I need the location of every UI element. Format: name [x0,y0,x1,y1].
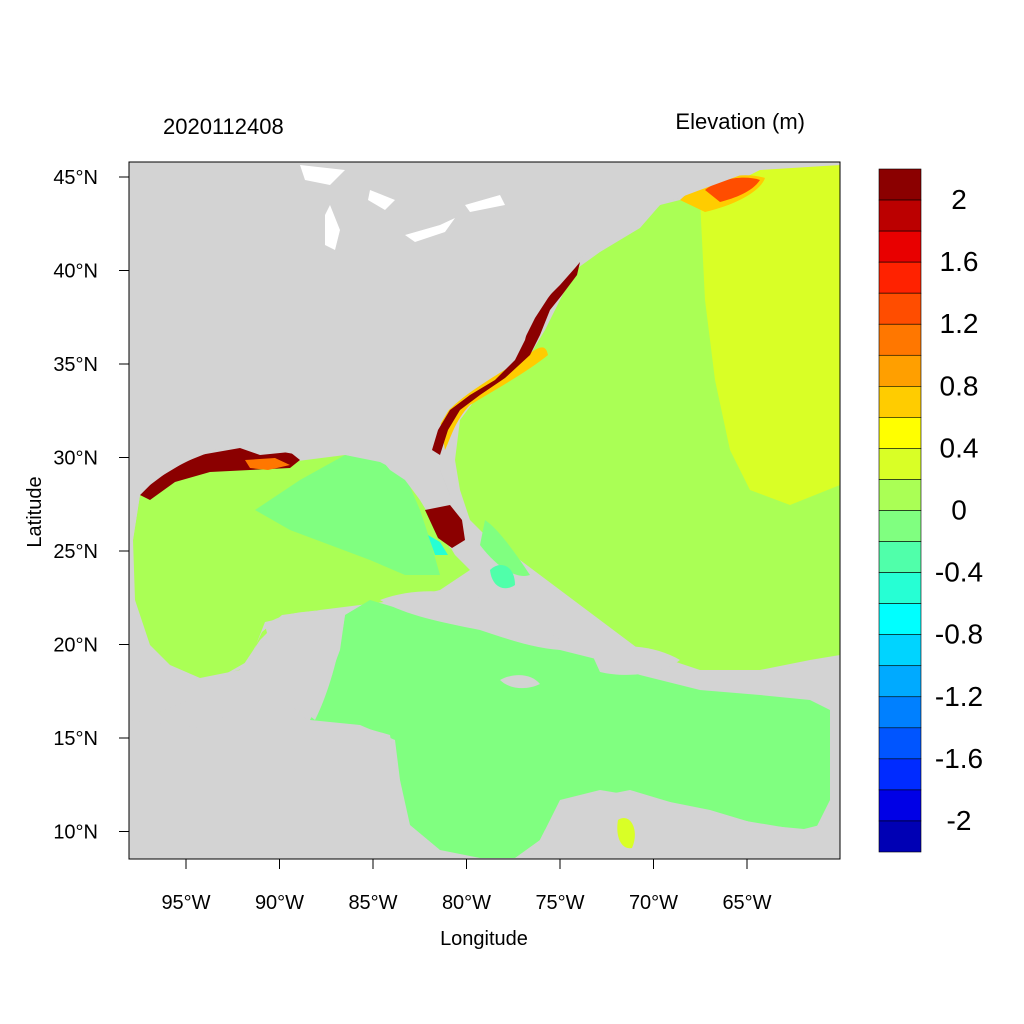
colorbar-swatch [878,230,922,263]
x-tick-label: 75°W [535,892,584,914]
x-tick-label: 80°W [442,892,491,914]
colorbar-swatch [878,168,922,201]
colorbar-label: -0.8 [935,619,983,650]
atlantic-coast-inundation [432,262,580,455]
great-lakes [300,165,505,250]
plot-frame [128,161,841,860]
colorbar-label: -1.6 [935,743,983,774]
colorbar-swatch [878,727,922,760]
colorbar-swatch [878,448,922,480]
colorbar-swatch [878,665,922,698]
colorbar-label: -1.2 [935,681,983,712]
cuba-island [380,591,575,651]
offshore-east-region [700,165,840,505]
y-axis-label: Latitude [24,476,46,547]
mid-atlantic-coastal-band [440,347,548,450]
colorbar-swatch [878,696,922,729]
y-tick-label: 20°N [53,635,98,657]
colorbar-label: 0.4 [940,432,979,463]
x-tick-label: 85°W [348,892,397,914]
colorbar-swatch [878,634,922,667]
x-axis-label: Longitude [440,928,528,950]
x-tick-label: 65°W [722,892,771,914]
colorbar-swatch [878,323,922,356]
x-tick-label: 70°W [629,892,678,914]
louisiana-coast-surge [245,458,290,470]
colorbar-swatch [878,386,922,418]
mexico-land [129,545,320,718]
colorbar-label: -0.4 [935,557,983,588]
colorbar-label: 1.2 [940,308,979,339]
jamaica-island [500,675,540,689]
south-florida-inundation [425,505,465,548]
y-tick-label: 40°N [53,261,98,283]
colorbar-swatch [878,820,922,853]
y-tick-label: 10°N [53,822,98,844]
y-tick-label: 30°N [53,448,98,470]
y-tick-label: 35°N [53,354,98,376]
north-america-land [129,162,840,545]
colorbar-swatch [878,541,922,573]
date-title: 2020112408 [163,114,284,139]
variable-title: Elevation (m) [675,109,805,134]
florida-keys-low [428,535,448,555]
colorbar-label: -2 [947,805,972,836]
colorbar-label: 0.8 [940,370,979,401]
colorbar-label: 1.6 [940,246,979,277]
colorbar-swatch [878,479,922,511]
puerto-rico-island [705,676,738,686]
colorbar-swatch [878,572,922,604]
lake-maracaibo [617,818,635,849]
south-america-land [530,790,840,859]
x-tick-label: 95°W [161,892,210,914]
central-gulf-region [255,455,440,575]
colorbar-swatch [878,510,922,542]
colorbar-label: 0 [951,495,967,526]
colorbar-swatch [878,354,922,387]
gulf-of-maine-surge-core [705,177,760,202]
colorbar-swatch [878,789,922,822]
yucatan-peninsula [265,611,345,720]
y-tick-label: 45°N [53,167,98,189]
colorbar: 2 1.6 1.2 0.8 0.4 0 -0.4 -0.8 -1.2 -1.6 -2 [878,168,983,853]
map-plot-area [129,162,840,859]
caribbean-sea [310,600,830,858]
y-axis: 45°N 40°N 35°N 30°N 25°N 20°N 15°N 10°N [53,167,129,844]
central-america-land [129,700,470,859]
x-tick-label: 90°W [255,892,304,914]
y-tick-label: 15°N [53,728,98,750]
colorbar-swatch [878,417,922,449]
colorbar-label: 2 [951,184,967,215]
colorbar-swatch [878,292,922,325]
x-axis: 95°W 90°W 85°W 80°W 75°W 70°W 65°W [161,859,772,914]
bahamas-banks [480,520,530,576]
y-tick-label: 25°N [53,541,98,563]
colorbar-swatch [878,261,922,294]
colorbar-swatch [878,603,922,635]
colorbar-swatch [878,758,922,791]
colorbar-swatch [878,199,922,232]
great-bahama-bank [490,565,515,589]
hispaniola-island [590,646,680,675]
